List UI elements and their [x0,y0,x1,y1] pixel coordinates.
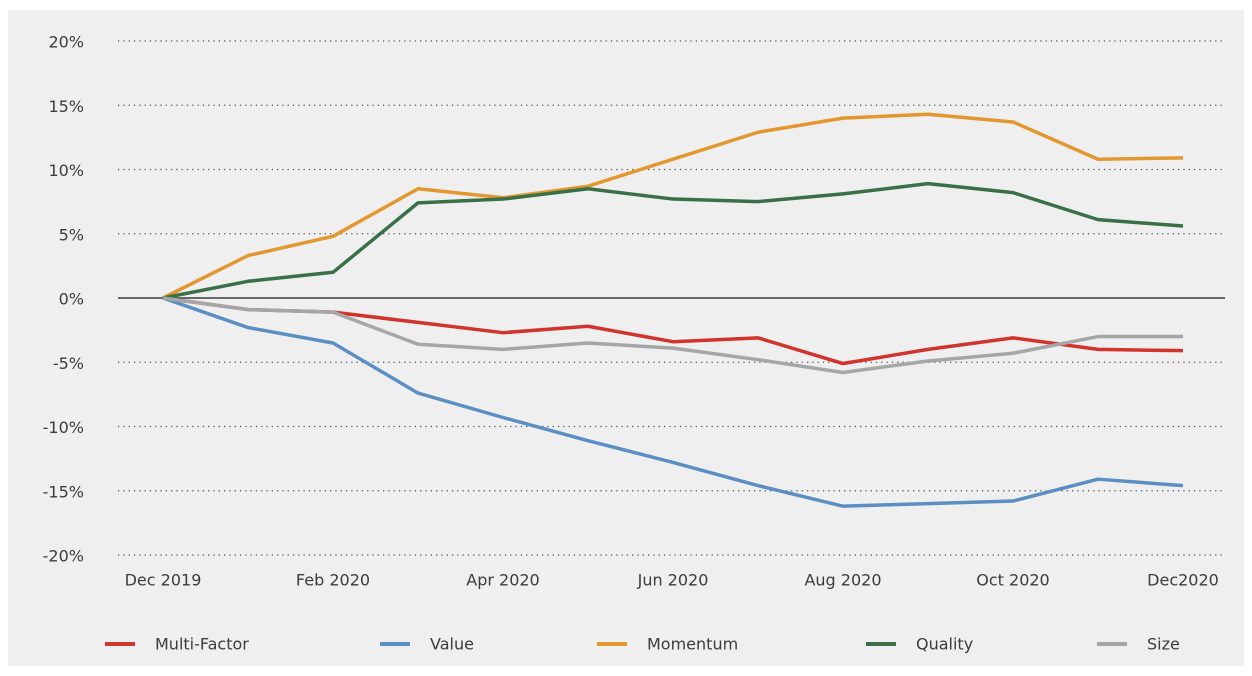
series-line [162,181,1184,300]
y-tick-label: 0% [59,290,84,309]
legend-label: Quality [916,635,973,654]
legend-label: Momentum [647,635,738,654]
x-tick-label: Dec2020 [1147,571,1219,590]
y-tick-label: -15% [43,482,84,501]
y-tick-label: -10% [43,418,84,437]
x-tick-label: Apr 2020 [466,571,539,590]
x-tick-label: Dec 2019 [125,571,202,590]
y-tick-label: 20% [48,33,84,52]
y-tick-label: -20% [43,547,84,566]
series-line [162,296,1184,508]
legend-label: Size [1147,635,1180,654]
legend-label: Multi-Factor [155,635,249,654]
x-tick-label: Feb 2020 [296,571,370,590]
x-tick-label: Aug 2020 [804,571,881,590]
y-tick-label: -5% [53,354,84,373]
y-tick-label: 10% [48,161,84,180]
x-tick-label: Oct 2020 [976,571,1049,590]
chart-background [8,10,1244,666]
legend-label: Value [430,635,474,654]
series-line [162,112,1184,300]
y-tick-label: 15% [48,97,84,116]
series-line [162,296,1183,375]
y-tick-label: 5% [59,225,84,244]
x-tick-label: Jun 2020 [637,571,709,590]
